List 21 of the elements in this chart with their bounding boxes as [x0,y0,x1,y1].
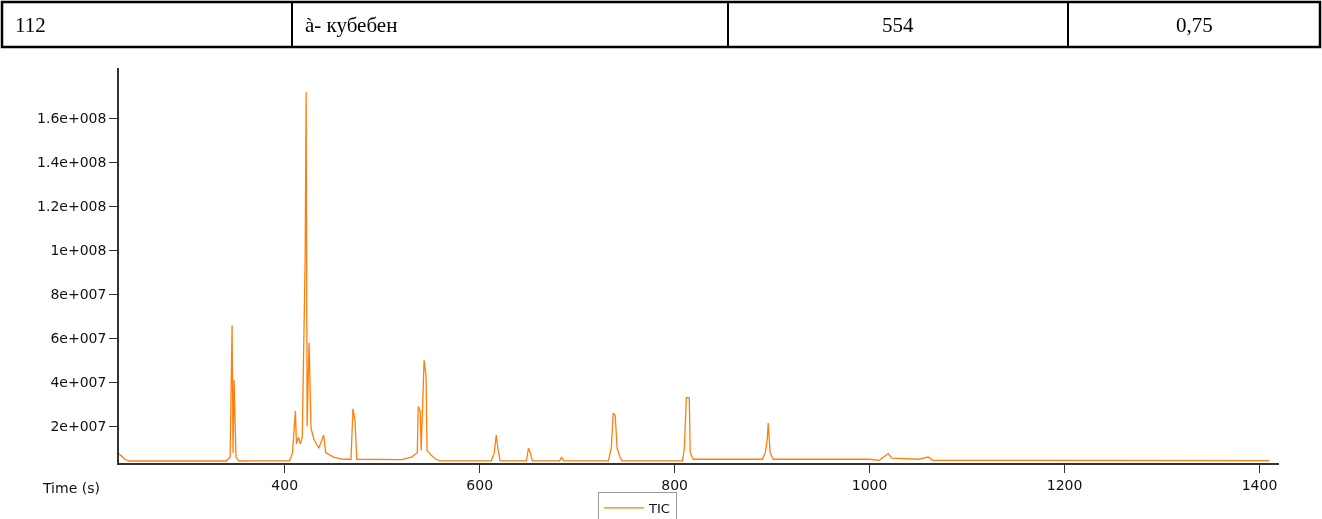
y-tick-label: 6e+007 [50,330,107,347]
x-tick-label: 600 [466,476,494,493]
text: 112 [15,13,46,37]
y-tick-label: 1.2e+008 [37,198,107,215]
y-tick-label: 1.6e+008 [37,110,107,127]
y-tick-label: 1e+008 [50,242,107,259]
x-tick-label: 400 [271,476,299,493]
legend-label: TIC [648,501,670,517]
y-tick-label: 1.4e+008 [37,154,107,171]
x-tick-label: 800 [661,476,688,493]
y-tick-label: 2e+007 [50,418,107,435]
y-tick-label: 8e+007 [50,286,107,303]
y-tick-label: 4e+007 [50,374,107,391]
text: à- кубебен [305,13,398,37]
x-tick-label: 1400 [1241,476,1278,493]
x-tick-label: 1200 [1046,476,1083,493]
line-series [119,91,1270,462]
x-axis-title: Time (s) [42,480,100,496]
x-tick-label: 1000 [851,476,888,493]
text: 0,75 [1176,13,1213,37]
text: 554 [882,13,914,37]
